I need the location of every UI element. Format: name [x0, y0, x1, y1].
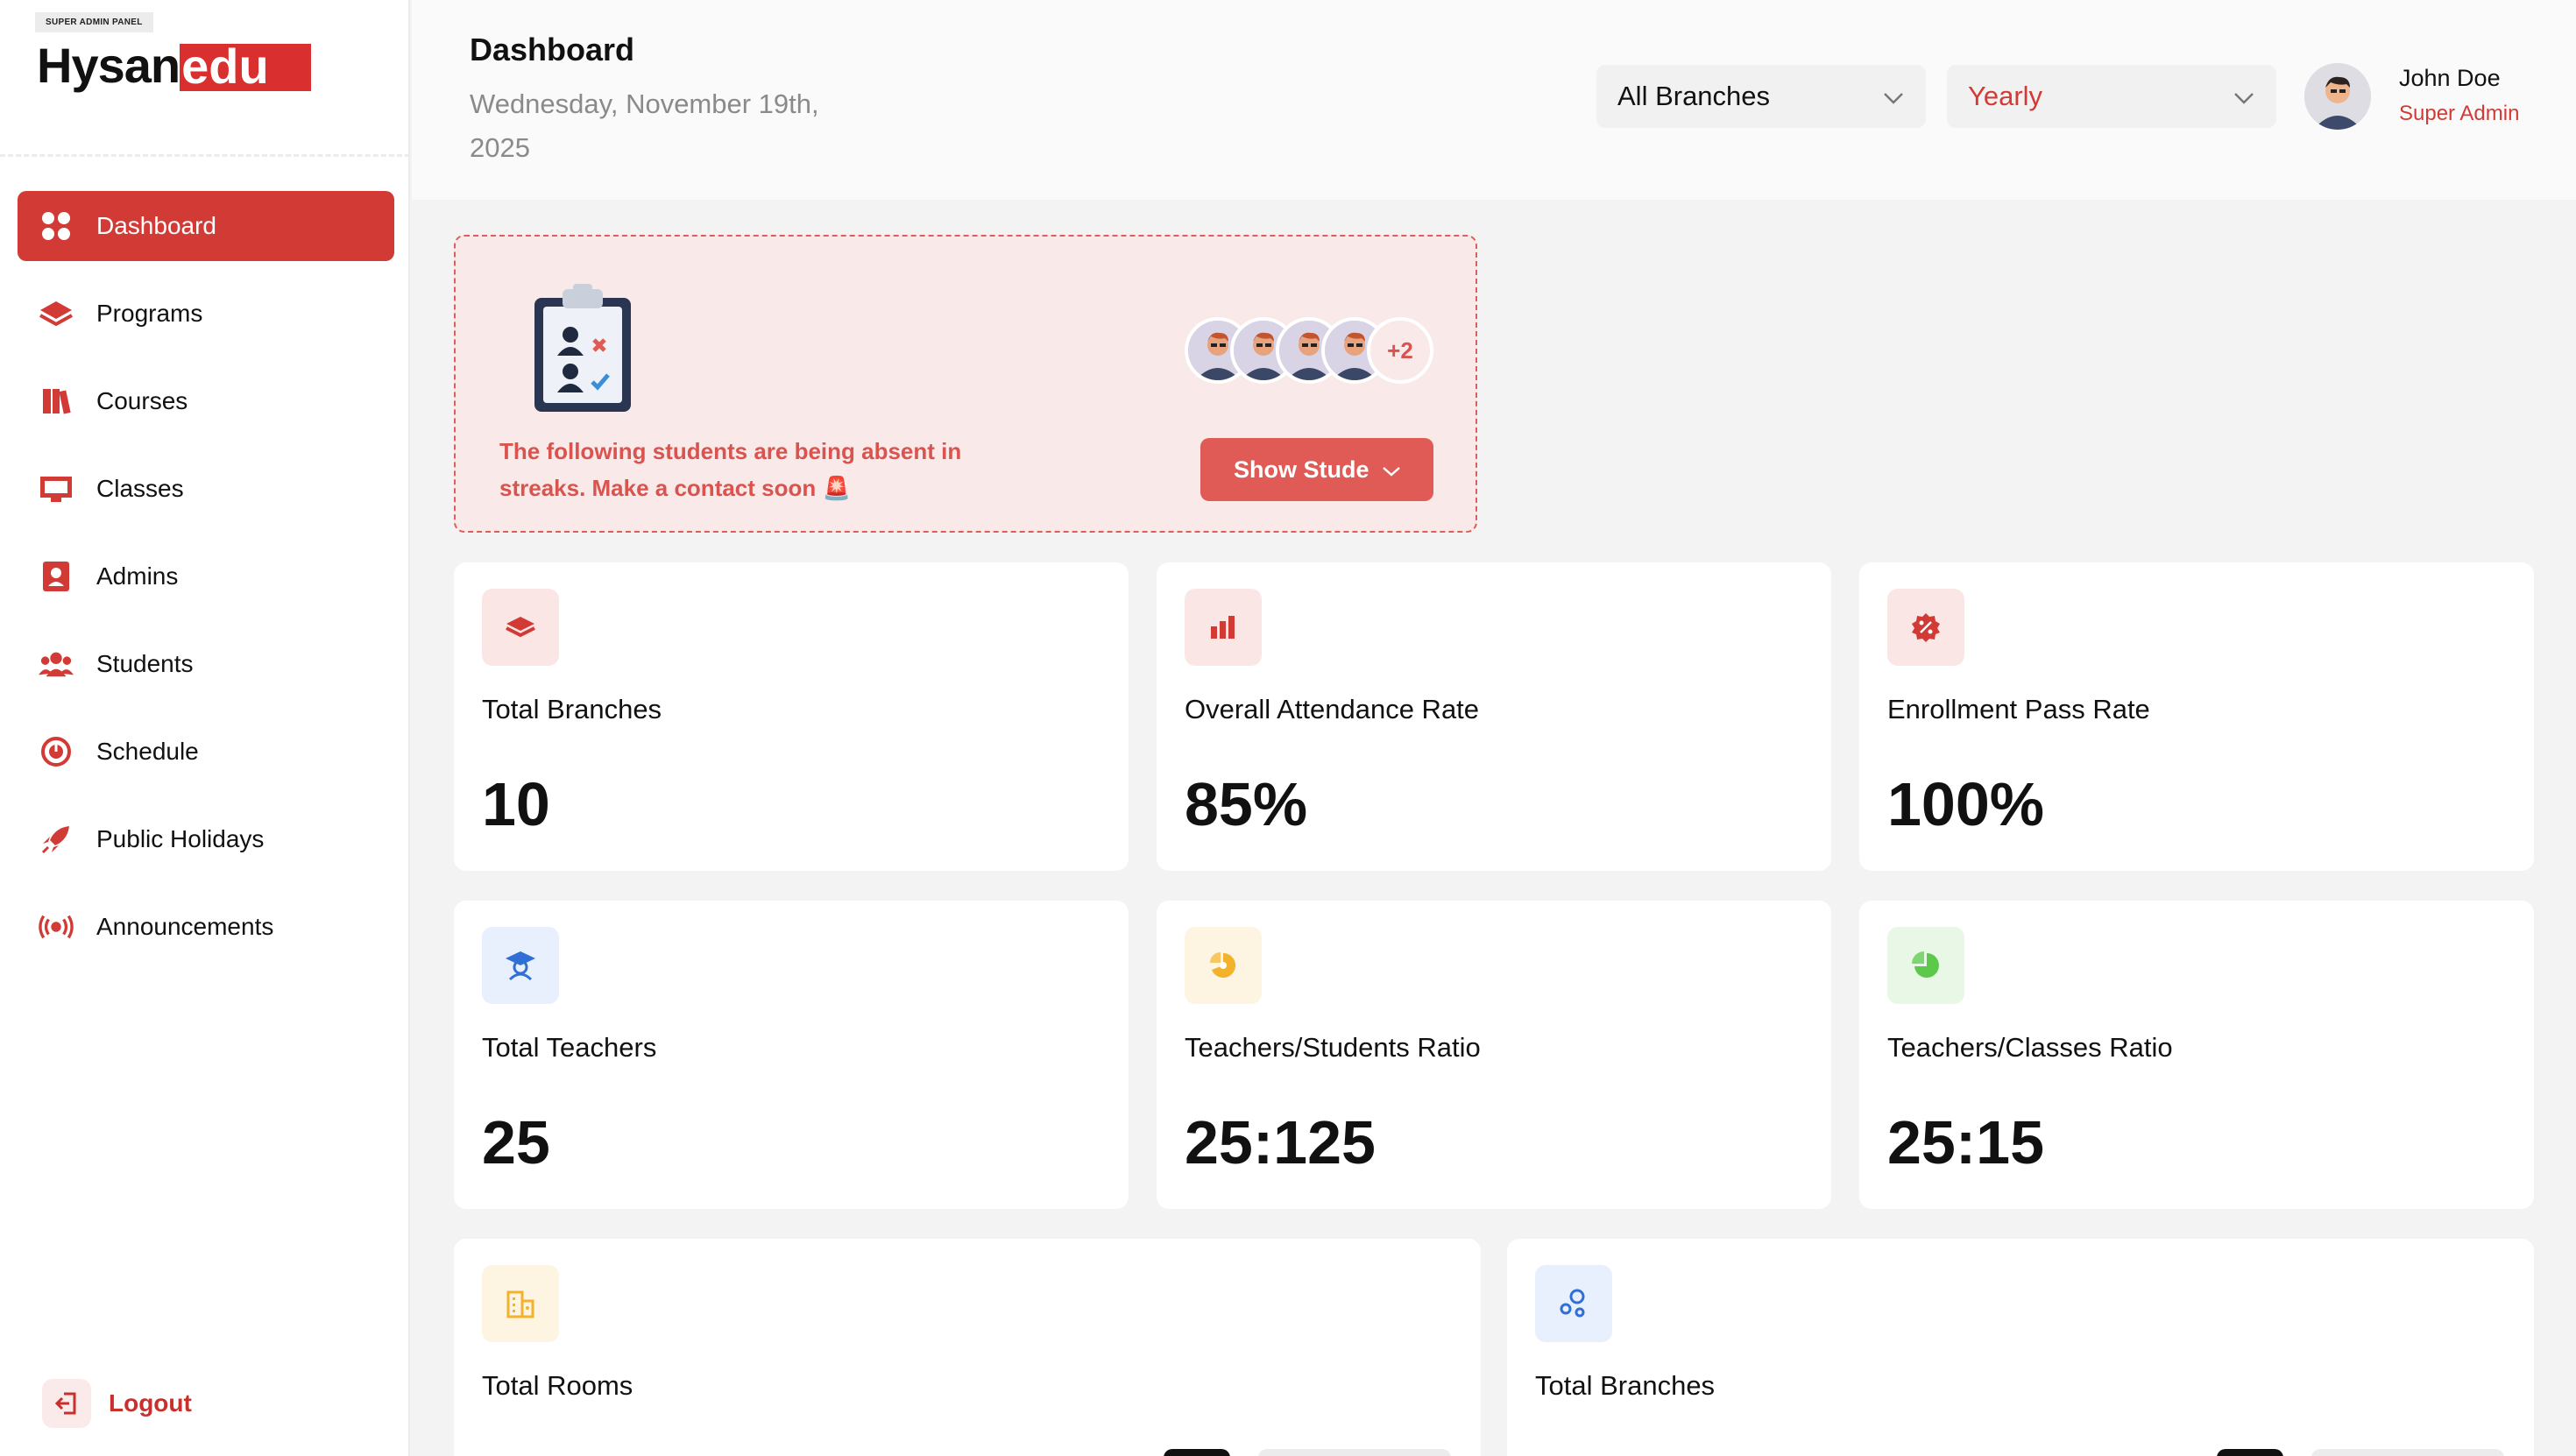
sidebar-divider — [0, 154, 410, 157]
logo-name: Hysan — [37, 38, 180, 93]
panel-tag: SUPER ADMIN PANEL — [35, 12, 153, 32]
stat-value: 25:15 — [1887, 1108, 2045, 1177]
sidebar-item-programs[interactable]: Programs — [18, 279, 394, 349]
sidebar: SUPER ADMIN PANEL Hysan edu Dashboard Pr… — [0, 0, 410, 1456]
building-icon — [482, 1265, 559, 1342]
sidebar-item-dashboard[interactable]: Dashboard — [18, 191, 394, 261]
pie-chart-icon — [1185, 927, 1262, 1004]
books-icon — [39, 384, 74, 419]
stat-value: 100% — [1887, 770, 2045, 838]
user-name: John Doe — [2399, 65, 2501, 91]
clock-icon — [39, 734, 74, 769]
logout-button[interactable]: Logout — [42, 1379, 192, 1428]
sidebar-item-admins[interactable]: Admins — [18, 541, 394, 611]
rocket-icon — [39, 822, 74, 857]
stat-card-teachers-students-ratio: Teachers/Students Ratio 25:125 — [1157, 901, 1831, 1209]
absence-message: The following students are being absent … — [499, 438, 962, 501]
bubbles-icon — [1535, 1265, 1612, 1342]
page-date: Wednesday, November 19th, 2025 — [470, 88, 819, 163]
teacher-icon — [482, 927, 559, 1004]
clipboard-icon — [531, 284, 634, 420]
stat-value: 25:125 — [1185, 1108, 1376, 1177]
sidebar-item-label: Classes — [96, 475, 184, 502]
broadcast-icon — [39, 909, 74, 944]
chevron-down-icon — [1381, 456, 1402, 484]
user-role: Super Admin — [2399, 102, 2520, 125]
sidebar-item-schedule[interactable]: Schedule — [18, 717, 394, 787]
stat-card-total-teachers: Total Teachers 25 — [454, 901, 1129, 1209]
bar-chart-icon — [1185, 589, 1262, 666]
branch-select[interactable]: All Branches — [1596, 65, 1926, 128]
sidebar-item-label: Courses — [96, 387, 188, 414]
logout-label: Logout — [109, 1389, 192, 1417]
toggle-segment[interactable] — [2217, 1449, 2283, 1456]
logout-icon — [42, 1379, 91, 1428]
pie-chart-icon — [1887, 927, 1964, 1004]
sidebar-item-label: Admins — [96, 562, 179, 590]
chevron-down-icon — [2233, 81, 2255, 112]
absence-alert: The following students are being absent … — [454, 235, 1477, 533]
period-select-value: Yearly — [1968, 81, 2043, 111]
top-header: Dashboard Wednesday, November 19th, 2025… — [412, 0, 2576, 200]
page-title: Dashboard — [470, 32, 635, 67]
sidebar-item-students[interactable]: Students — [18, 629, 394, 699]
sidebar-item-label: Schedule — [96, 738, 199, 765]
stat-card-total-branches-chart: Total Branches — [1507, 1239, 2534, 1456]
sidebar-item-courses[interactable]: Courses — [18, 366, 394, 436]
logo-suffix: edu — [180, 44, 312, 91]
sidebar-item-label: Dashboard — [96, 212, 216, 239]
stat-card-teachers-classes-ratio: Teachers/Classes Ratio 25:15 — [1859, 901, 2534, 1209]
show-students-button[interactable]: Show Students — [1200, 438, 1433, 501]
stat-label: Teachers/Classes Ratio — [1887, 1032, 2173, 1063]
stat-value: 25 — [482, 1108, 550, 1177]
stat-label: Total Branches — [482, 694, 662, 724]
stat-label: Total Rooms — [482, 1370, 633, 1401]
stat-card-total-branches: Total Branches 10 — [454, 562, 1129, 871]
sidebar-item-public-holidays[interactable]: Public Holidays — [18, 804, 394, 874]
chevron-down-icon — [1882, 81, 1905, 112]
sidebar-item-announcements[interactable]: Announcements — [18, 892, 394, 962]
show-students-label: Show Students — [1234, 456, 1369, 483]
stat-value: 85% — [1185, 770, 1308, 838]
users-icon — [39, 647, 74, 682]
layers-icon — [39, 296, 74, 331]
stat-label: Teachers/Students Ratio — [1185, 1032, 1481, 1063]
stat-label: Overall Attendance Rate — [1185, 694, 1480, 724]
sidebar-nav: Dashboard Programs Courses Classes Admin… — [18, 191, 394, 979]
branch-select-value: All Branches — [1617, 81, 1771, 111]
whiteboard-icon — [39, 471, 74, 506]
sidebar-item-label: Students — [96, 650, 194, 677]
sidebar-item-label: Programs — [96, 300, 203, 327]
percent-badge-icon — [1887, 589, 1964, 666]
sidebar-item-label: Public Holidays — [96, 825, 265, 852]
layers-icon — [482, 589, 559, 666]
avatar[interactable] — [2304, 63, 2371, 130]
toggle-segment[interactable] — [1164, 1449, 1230, 1456]
stat-label: Total Teachers — [482, 1032, 657, 1063]
toggle-segment[interactable] — [2311, 1449, 2504, 1456]
stat-card-enrollment-pass-rate: Enrollment Pass Rate 100% — [1859, 562, 2534, 871]
stat-label: Enrollment Pass Rate — [1887, 694, 2150, 724]
period-select[interactable]: Yearly — [1947, 65, 2276, 128]
stat-card-total-rooms: Total Rooms — [454, 1239, 1481, 1456]
grid-icon — [39, 209, 74, 244]
absent-students-avatars[interactable]: +2 — [1185, 317, 1433, 384]
stat-label: Total Branches — [1535, 1370, 1716, 1401]
id-badge-icon — [39, 559, 74, 594]
stat-value: 10 — [482, 770, 550, 838]
stat-card-attendance-rate: Overall Attendance Rate 85% — [1157, 562, 1831, 871]
toggle-segment[interactable] — [1258, 1449, 1451, 1456]
brand: SUPER ADMIN PANEL — [35, 12, 153, 32]
more-students-count: +2 — [1367, 317, 1433, 384]
logo[interactable]: Hysan edu — [37, 35, 312, 96]
sidebar-item-label: Announcements — [96, 913, 274, 940]
sidebar-item-classes[interactable]: Classes — [18, 454, 394, 524]
